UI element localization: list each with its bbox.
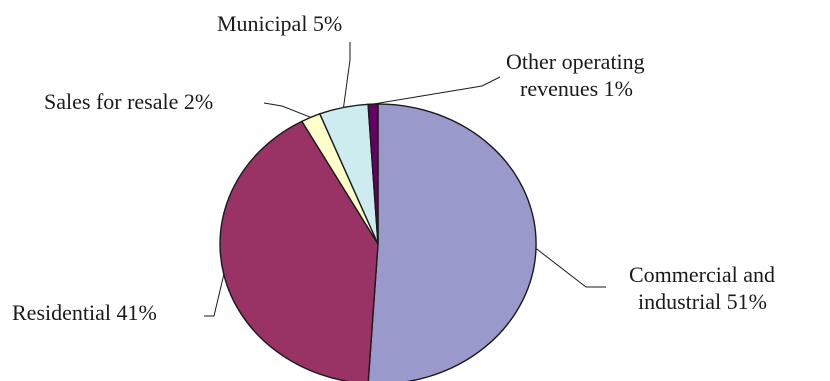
label-sales-for-resale: Sales for resale 2%	[44, 89, 213, 114]
label-commercial-industrial: Commercial and industrial 51%	[629, 262, 781, 314]
pie-slices	[219, 103, 537, 381]
leader-line-other-operating-revenues	[372, 76, 501, 105]
label-municipal: Municipal 5%	[217, 11, 342, 36]
leader-line-sales-for-resale	[263, 102, 311, 118]
leader-lines	[204, 42, 606, 317]
leader-line-commercial-and-industrial	[535, 248, 606, 288]
label-residential: Residential 41%	[12, 300, 157, 325]
leader-line-municipal	[343, 42, 351, 108]
pie-slice-commercial-and-industrial	[367, 103, 537, 381]
leader-line-residential	[204, 274, 225, 317]
pie-slice-residential	[219, 120, 379, 381]
label-other-operating-revenues: Other operating revenues 1%	[506, 49, 650, 101]
slice-labels: Commercial and industrial 51% Residentia…	[12, 11, 781, 325]
